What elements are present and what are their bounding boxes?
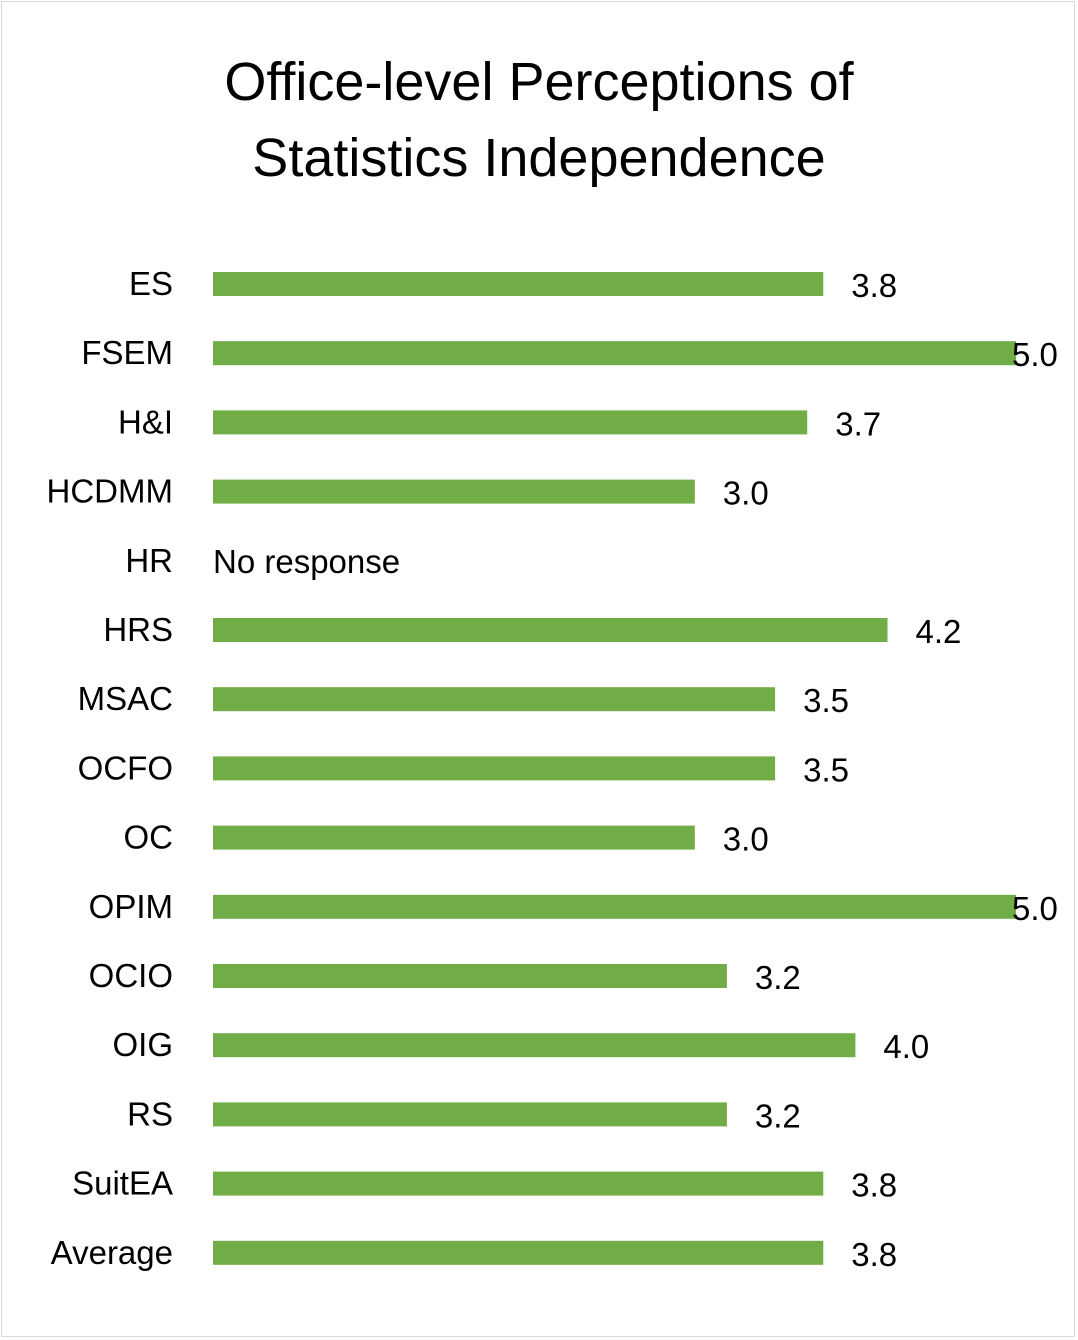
value-label: 5.0 <box>1012 336 1058 373</box>
category-label: ES <box>129 265 173 302</box>
bar <box>213 825 695 850</box>
value-label: 4.2 <box>916 613 962 650</box>
category-label: OPIM <box>89 888 173 925</box>
value-label: 3.8 <box>851 1167 897 1204</box>
chart-title: Office-level Perceptions of Statistics I… <box>0 44 1078 196</box>
category-label: OCFO <box>78 749 173 786</box>
category-label: HCDMM <box>47 473 173 510</box>
chart-title-line-2: Statistics Independence <box>252 128 826 188</box>
value-label: 3.2 <box>755 1097 801 1134</box>
bar <box>213 410 808 435</box>
bar <box>213 341 1016 366</box>
value-label: 3.8 <box>851 267 897 304</box>
category-label: RS <box>127 1095 173 1132</box>
value-label: 4.0 <box>883 1028 929 1065</box>
chart-title-line-1: Office-level Perceptions of <box>224 52 854 112</box>
bar <box>213 964 727 988</box>
category-label: MSAC <box>78 680 173 717</box>
category-label: OCIO <box>89 957 173 994</box>
bar <box>213 687 776 712</box>
value-label: 3.0 <box>723 821 769 858</box>
category-label: OC <box>124 819 174 856</box>
bar <box>213 618 888 642</box>
bar <box>213 756 776 781</box>
value-label: 3.0 <box>723 475 769 512</box>
value-label: 5.0 <box>1012 890 1058 927</box>
category-label: FSEM <box>81 334 173 371</box>
bar <box>213 479 695 504</box>
bar <box>213 894 1016 919</box>
bar <box>213 1240 824 1265</box>
value-label: 3.5 <box>803 682 849 719</box>
category-label: SuitEA <box>72 1165 173 1202</box>
bar <box>213 1102 727 1127</box>
category-label: Average <box>51 1234 173 1271</box>
value-label: 3.5 <box>803 751 849 788</box>
bar <box>213 272 824 296</box>
value-label: 3.8 <box>851 1236 897 1273</box>
category-label: H&I <box>118 403 173 440</box>
value-label: 3.2 <box>755 959 801 996</box>
bar <box>213 1033 856 1058</box>
bar <box>213 1171 824 1196</box>
category-label: HRS <box>103 611 173 648</box>
no-response-label: No response <box>213 543 400 580</box>
value-label: 3.7 <box>835 405 881 442</box>
category-label: OIG <box>112 1026 173 1063</box>
category-label: HR <box>125 542 173 579</box>
